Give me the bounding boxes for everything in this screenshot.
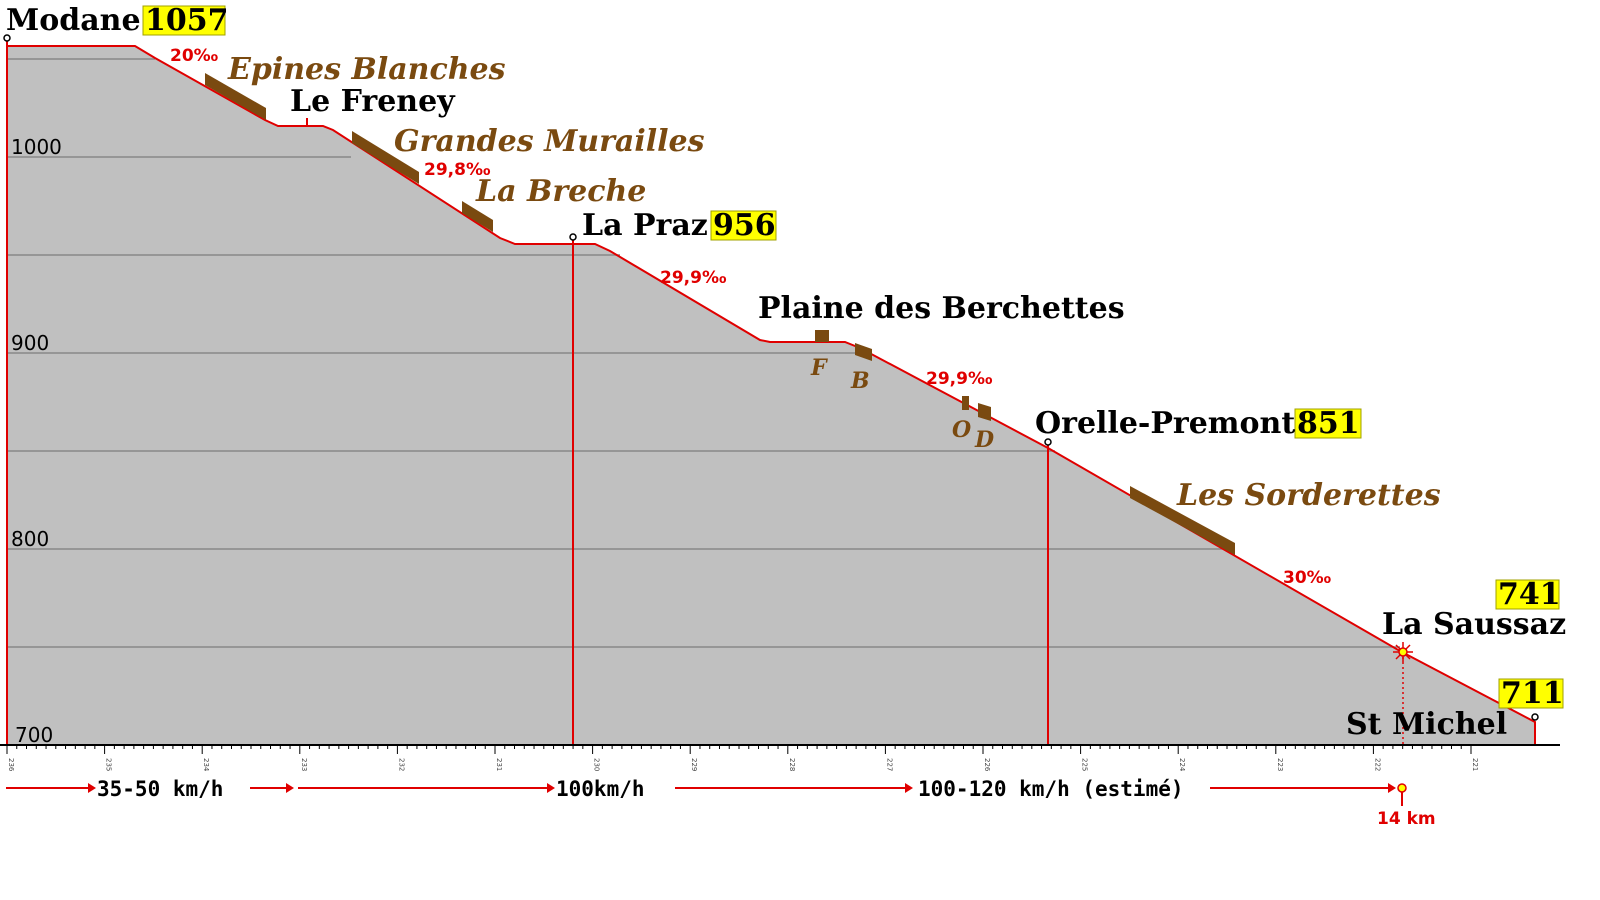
km-tick-label: 231 [495,758,503,771]
distance-marker-label: 14 km [1377,809,1436,829]
station-marker [1531,713,1539,721]
altitude-orelle: 851 [1297,406,1360,441]
station-marker [3,34,11,42]
elevation-tick: 800 [11,527,49,551]
curve-epines-blanches: Epines Blanches [227,52,506,87]
curve-blocks [205,73,1235,555]
curve-block-epines [205,73,266,120]
curve-block-f [815,330,829,342]
curve-b: B [850,368,870,394]
station-modane: Modane [6,3,141,38]
curve-la-breche: La Breche [475,174,646,209]
curve-les-sorderettes: Les Sorderettes [1176,478,1441,513]
altitude-highlights [142,5,1564,709]
station-plaine-berchettes: Plaine des Berchettes [758,291,1125,326]
speed-arrows [6,783,1396,793]
station-marker [569,233,577,241]
speed-label-35-50: 35-50 km/h [97,777,223,801]
km-tick-label: 225 [1081,758,1089,771]
gradient-label: 29,9‰ [926,369,993,389]
curve-block-d [978,403,991,421]
station-la-saussaz: La Saussaz [1382,607,1566,642]
elevation-grid [7,58,1400,648]
km-tick-label: 228 [788,758,796,771]
gradient-label: 29,9‰ [660,268,727,288]
km-tick-label: 222 [1373,758,1381,771]
elevation-tick: 1000 [11,135,62,159]
la-saussaz-star-icon [1393,642,1413,662]
km-ticks: 236 235 234 233 232 231 230 229 228 227 226 225 224 2… [6,745,1479,772]
curve-o: O [952,417,971,443]
curve-block-breche [462,201,493,232]
elevation-tick: 700 [15,723,53,747]
gradient-label: 30‰ [1283,568,1332,588]
curve-d: D [974,427,994,453]
curve-block-sorderettes [1130,486,1235,555]
km-tick-label: 230 [593,758,601,771]
km-tick-label: 229 [690,758,698,771]
altitude-modane: 1057 [145,3,229,38]
km-tick-label: 234 [202,758,210,772]
km-tick-label: 235 [105,758,113,771]
station-le-freney: Le Freney [290,84,456,119]
altitude-la-saussaz: 741 [1498,577,1561,612]
elevation-labels: 1000 900 800 700 [11,135,62,747]
station-st-michel: St Michel [1346,707,1507,742]
station-orelle-premont: Orelle-Premont [1035,406,1295,441]
km-tick-label: 224 [1178,758,1186,772]
station-marker [1044,438,1052,446]
station-la-praz: La Praz [582,208,708,243]
km-tick-label: 233 [300,758,308,771]
km-tick-label: 226 [983,758,991,772]
altitude-la-praz: 956 [713,208,776,243]
curve-block-b [855,343,872,361]
curve-block-o [962,396,969,410]
elevation-tick: 900 [11,331,49,355]
km-tick-label: 221 [1471,758,1479,771]
curve-grandes-murailles: Grandes Murailles [394,124,705,159]
km-tick-label: 227 [885,758,893,771]
altitude-st-michel: 711 [1501,676,1564,711]
station-markers [3,34,1539,721]
km-tick-label: 232 [397,758,405,771]
curve-f: F [810,355,828,381]
curve-block-murailles [352,131,419,184]
distance-marker-icon [1397,783,1407,793]
speed-label-100-120: 100-120 km/h (estimé) [918,777,1184,801]
km-tick-label: 236 [7,758,15,772]
gradient-label: 20‰ [170,46,219,66]
gradient-label: 29,8‰ [424,160,491,180]
ground-area [7,46,1535,745]
km-tick-label: 223 [1276,758,1284,771]
speed-label-100: 100km/h [556,777,645,801]
